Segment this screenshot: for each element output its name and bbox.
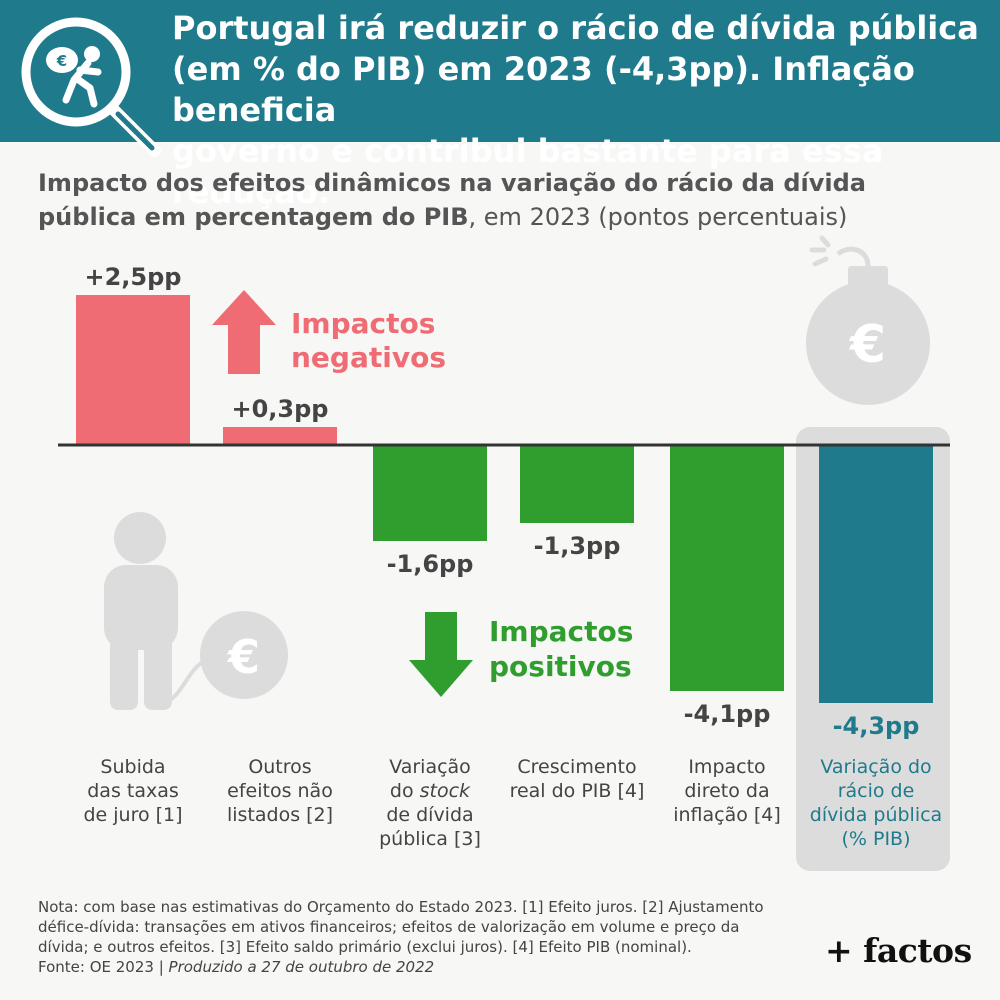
magnifier-with-euro-thief-icon: € xyxy=(21,17,161,157)
bar-6 xyxy=(819,445,933,703)
value-label-5: -4,1pp xyxy=(684,700,771,728)
chart-subtitle: Impacto dos efeitos dinâmicos na variaçã… xyxy=(38,166,968,234)
up-arrow-text-line-2: negativos xyxy=(291,341,446,374)
page-title: Portugal irá reduzir o rácio de dívida p… xyxy=(172,9,979,211)
value-label-2: +0,3pp xyxy=(232,395,329,423)
down-arrow-text-line-1: Impactos xyxy=(489,615,633,648)
header-banner: € Portugal irá reduzir o rácio de dívida… xyxy=(0,0,1000,211)
person-with-ball-and-chain-icon: € xyxy=(104,512,288,710)
value-label-4: -1,3pp xyxy=(534,532,621,560)
svg-text:€: € xyxy=(56,52,67,70)
euro-bomb-icon: € xyxy=(806,235,930,405)
bar-4 xyxy=(520,445,634,523)
bar-2 xyxy=(223,427,337,445)
category-label-4: Crescimento real do PIB [4] xyxy=(509,756,645,802)
category-label-6: Variação do rácio de dívida pública (% PIB) xyxy=(809,756,943,850)
note-line: Nota: com base nas estimativas do Orçame… xyxy=(38,898,764,916)
produced-date: Produzido a 27 de outubro de 2022 xyxy=(168,958,435,976)
category-label-5: Impacto direto da inflação [4] xyxy=(673,756,781,826)
subtitle-bold: Impacto dos efeitos dinâmicos na variaçã… xyxy=(38,169,866,231)
value-label-1: +2,5pp xyxy=(85,263,182,291)
note-line: défice-dívida: transações em ativos fina… xyxy=(38,918,740,936)
bar-1 xyxy=(76,295,190,445)
down-arrow-text-line-2: positivos xyxy=(489,650,632,683)
category-label-2: Outros efeitos não listados [2] xyxy=(226,756,334,826)
value-label-3: -1,6pp xyxy=(387,550,474,578)
category-label-3: Variação do stock de dívida pública [3] xyxy=(379,756,481,850)
brand-logo: + factos xyxy=(825,931,972,970)
note-line: dívida; e outros efeitos. [3] Efeito sal… xyxy=(38,938,692,956)
category-label-1: Subida das taxas de juro [1] xyxy=(83,756,183,826)
bar-5 xyxy=(670,445,784,691)
source-line: Fonte: OE 2023 | Produzido a 27 de outub… xyxy=(38,957,798,977)
bar-3 xyxy=(373,445,487,541)
svg-text:€: € xyxy=(849,315,886,375)
subtitle-normal: , em 2023 (pontos percentuais) xyxy=(468,203,848,231)
footer-note: Nota: com base nas estimativas do Orçame… xyxy=(38,897,798,977)
svg-text:€: € xyxy=(227,630,260,684)
up-arrow-text-line-1: Impactos xyxy=(291,307,435,340)
value-label-6: -4,3pp xyxy=(833,712,920,740)
up-arrow-icon xyxy=(212,290,276,374)
down-arrow-icon xyxy=(409,612,473,697)
source-text: Fonte: OE 2023 | xyxy=(38,958,169,976)
